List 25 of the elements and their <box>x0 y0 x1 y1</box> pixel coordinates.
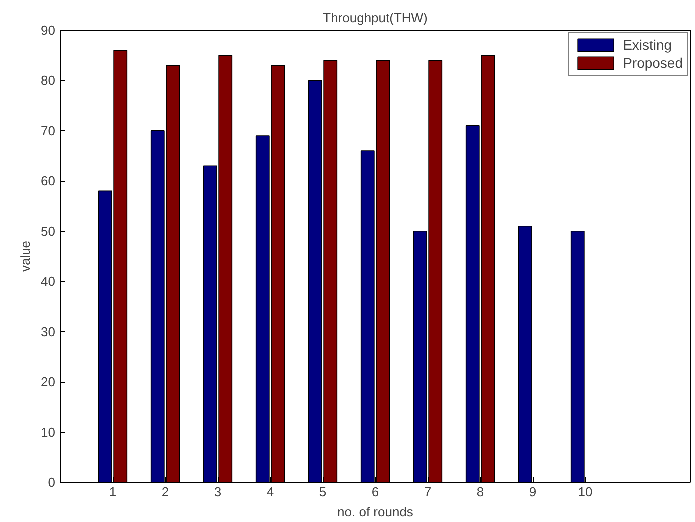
y-axis-title: value <box>18 240 34 272</box>
x-tick-label: 2 <box>162 484 170 500</box>
y-tick-label: 20 <box>41 374 56 390</box>
y-tick-label: 40 <box>41 274 56 290</box>
x-tick-label: 8 <box>476 484 484 500</box>
y-tick-label: 10 <box>41 424 56 440</box>
x-tick-label: 10 <box>578 484 593 500</box>
y-tick-label: 90 <box>41 23 56 38</box>
x-tick-label: 6 <box>372 484 380 500</box>
x-tick-label: 5 <box>319 484 327 500</box>
x-tick-label: 4 <box>266 484 274 500</box>
y-tick-label: 60 <box>41 174 56 189</box>
x-tick-label: 9 <box>529 484 537 500</box>
y-tick-label: 50 <box>41 224 56 239</box>
legend-label: Existing <box>623 37 672 53</box>
legend-label: Proposed <box>623 55 683 71</box>
y-tick-label: 30 <box>41 324 56 340</box>
x-axis-title: no. of rounds <box>338 504 414 520</box>
chart-title: Throughput(THW) <box>323 10 428 26</box>
x-tick-label: 7 <box>424 484 432 500</box>
y-tick-label: 0 <box>48 475 56 490</box>
y-tick-label: 80 <box>41 73 56 88</box>
x-tick-label: 3 <box>214 484 222 500</box>
x-tick-label: 1 <box>109 484 117 500</box>
y-tick-label: 70 <box>41 123 56 138</box>
